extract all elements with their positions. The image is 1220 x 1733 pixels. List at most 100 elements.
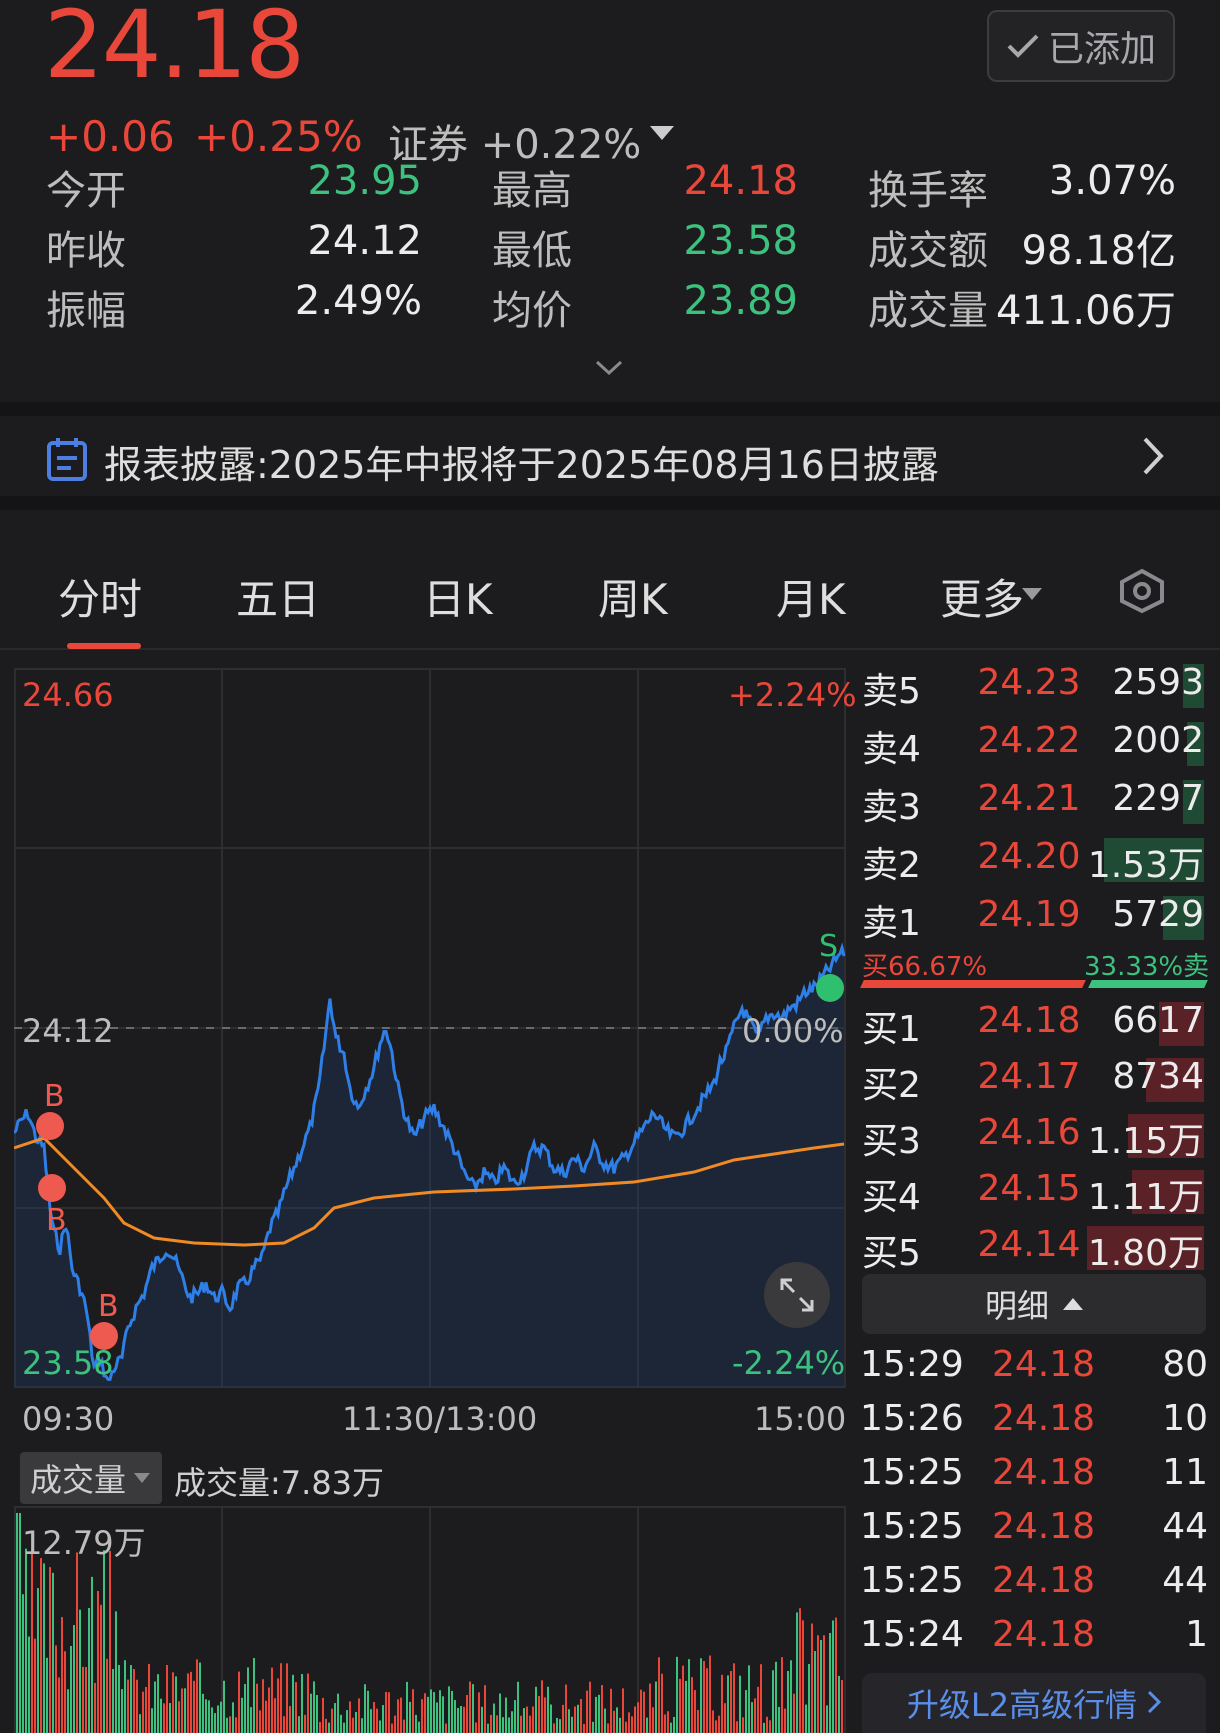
volume-bar (760, 1664, 762, 1733)
level-qty: 1.80万 (1087, 1233, 1204, 1274)
stat-value: 23.95 (307, 158, 422, 204)
stat-label: 昨收 (46, 228, 126, 274)
volume-bar (610, 1688, 612, 1733)
level-price: 24.23 (977, 662, 1081, 703)
volume-bar (529, 1715, 531, 1733)
report-notice-bar[interactable] (0, 402, 1220, 510)
tab-five-day[interactable]: 五日 (236, 575, 321, 624)
volume-bar (325, 1718, 327, 1733)
volume-bar (565, 1684, 567, 1733)
volume-bar (742, 1717, 744, 1733)
volume-bar (649, 1683, 651, 1733)
volume-bar (823, 1635, 825, 1733)
level-qty: 2002 (1112, 720, 1204, 761)
stat-label: 振幅 (46, 288, 126, 334)
volume-bar (16, 1513, 18, 1733)
level-price: 24.22 (977, 720, 1081, 761)
volume-bar (469, 1681, 471, 1733)
level-label: 买2 (862, 1065, 921, 1106)
volume-bar (562, 1704, 564, 1733)
tab-more[interactable]: 更多 (940, 575, 1025, 624)
bid-row[interactable]: 买1 24.18 6617 (862, 1000, 1206, 1050)
tab-daily-k[interactable]: 日K (423, 575, 493, 624)
tab-weekly-k[interactable]: 周K (598, 575, 668, 624)
volume-bar (766, 1716, 768, 1733)
buy-marker (38, 1174, 66, 1202)
volume-bar (700, 1658, 702, 1733)
ask-row[interactable]: 卖5 24.23 2593 (862, 662, 1206, 712)
volume-bar (400, 1697, 402, 1733)
ask-row[interactable]: 卖4 24.22 2002 (862, 720, 1206, 770)
volume-bar (205, 1699, 207, 1733)
volume-bar (706, 1668, 708, 1733)
tab-monthly-k[interactable]: 月K (776, 575, 846, 624)
volume-indicator-dropdown[interactable]: 成交量 (20, 1452, 162, 1504)
level-label: 卖4 (862, 729, 921, 770)
bid-row[interactable]: 买3 24.16 1.15万 (862, 1112, 1206, 1162)
volume-bar (493, 1703, 495, 1733)
buy-marker (90, 1322, 118, 1350)
tab-intraday[interactable]: 分时 (58, 575, 143, 624)
volume-bar (646, 1717, 648, 1733)
intraday-chart[interactable]: B B B S (14, 668, 846, 1388)
sector-index[interactable]: 证券 +0.22% (388, 122, 642, 168)
bid-row[interactable]: 买2 24.17 8734 (862, 1056, 1206, 1106)
chevron-right-icon[interactable] (1142, 436, 1164, 480)
volume-bar (655, 1681, 657, 1733)
volume-bar (103, 1550, 105, 1733)
volume-bar (355, 1711, 357, 1733)
level-qty: 2297 (1112, 778, 1204, 819)
ask-row[interactable]: 卖2 24.20 1.53万 (862, 836, 1206, 886)
volume-bar (79, 1609, 81, 1733)
fullscreen-button[interactable] (764, 1262, 830, 1328)
upgrade-l2-button[interactable]: 升级L2高级行情 (862, 1673, 1206, 1733)
volume-bar (118, 1664, 120, 1733)
ask-row[interactable]: 卖1 24.19 5729 (862, 894, 1206, 944)
volume-bar (1145, 1058, 1204, 1102)
volume-bar (295, 1682, 297, 1733)
volume-bar (472, 1684, 474, 1733)
volume-bar (517, 1681, 519, 1733)
trade-qty: 80 (1162, 1344, 1208, 1385)
level-price: 24.18 (977, 1000, 1081, 1041)
volume-bar (265, 1700, 267, 1733)
volume-bar (145, 1687, 147, 1733)
volume-bar (697, 1710, 699, 1733)
volume-bar (385, 1691, 387, 1733)
volume-bar (406, 1681, 408, 1733)
volume-bar (613, 1710, 615, 1733)
volume-bar (544, 1697, 546, 1733)
caret-down-icon[interactable] (1022, 588, 1042, 600)
volume-bar (235, 1717, 237, 1733)
volume-bar (43, 1563, 45, 1733)
volume-bar (496, 1715, 498, 1733)
volume-bar (685, 1680, 687, 1733)
bid-row[interactable]: 买5 24.14 1.80万 (862, 1224, 1206, 1274)
volume-bar (571, 1716, 573, 1733)
stat-value: 2.49% (294, 278, 422, 324)
volume-bar (652, 1707, 654, 1733)
volume-bar (679, 1678, 681, 1733)
trade-price: 24.18 (992, 1614, 1096, 1655)
settings-icon[interactable] (1118, 568, 1166, 618)
volume-bar (160, 1698, 162, 1733)
buy-marker-label: B (46, 1203, 67, 1238)
level-price: 24.21 (977, 778, 1081, 819)
volume-bar (361, 1718, 363, 1733)
chevron-right-icon (1147, 1684, 1162, 1722)
chevron-down-icon[interactable] (595, 360, 623, 380)
axis-base-pct: 0.00% (742, 1012, 844, 1050)
volume-bar (334, 1703, 336, 1733)
bid-row[interactable]: 买4 24.15 1.11万 (862, 1168, 1206, 1218)
added-watchlist-button[interactable]: 已添加 (987, 10, 1175, 82)
level-price: 24.19 (977, 894, 1081, 935)
volume-bar (424, 1693, 426, 1733)
ask-row[interactable]: 卖3 24.21 2297 (862, 778, 1206, 828)
buy-ratio: 买66.67% (862, 952, 988, 982)
level-label: 买4 (862, 1177, 921, 1218)
buy-marker-label: B (98, 1289, 119, 1324)
detail-toggle-button[interactable]: 明细 (862, 1274, 1206, 1334)
volume-bar (142, 1691, 144, 1733)
caret-down-icon[interactable] (650, 126, 674, 140)
time-mid: 11:30/13:00 (342, 1400, 538, 1438)
